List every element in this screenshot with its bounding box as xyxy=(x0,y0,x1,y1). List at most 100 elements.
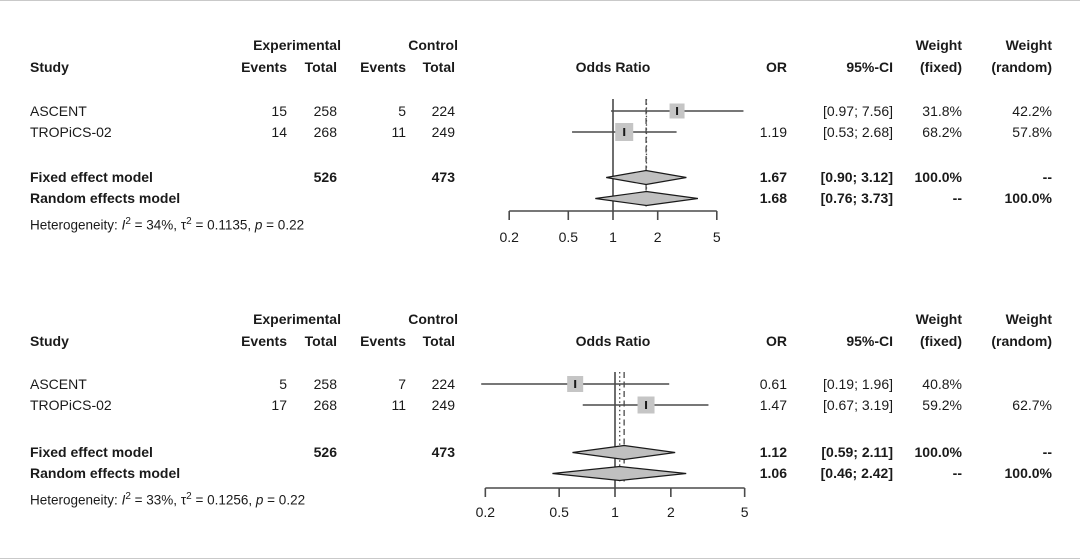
heterogeneity-note: Heterogeneity: I2 = 34%, τ2 = 0.1135, p … xyxy=(30,212,305,233)
exp-total-value: 268 xyxy=(313,124,337,140)
odds-ratio-header: Odds Ratio xyxy=(575,59,651,75)
weight-fixed-header-top: Weight xyxy=(915,311,962,327)
ci-value: [0.19; 1.96] xyxy=(822,376,893,392)
het-i-sup: 2 xyxy=(125,491,131,502)
or-column-header: OR xyxy=(766,333,787,349)
exp-total-value: 268 xyxy=(313,397,337,413)
fixed-weight-random: -- xyxy=(1042,169,1052,185)
ctl-events-value: 11 xyxy=(391,124,406,140)
het-prefix: Heterogeneity: xyxy=(30,217,122,233)
point-estimate-marker xyxy=(623,128,626,136)
ctl-events-value: 7 xyxy=(398,376,406,392)
het-tau-sup: 2 xyxy=(186,216,192,227)
ctl-events-header: Events xyxy=(360,333,406,349)
ctl-total-value: 224 xyxy=(431,376,455,392)
fixed-exp-total: 526 xyxy=(313,169,337,185)
exp-total-header: Total xyxy=(304,59,337,75)
weight-random-header-bottom: (random) xyxy=(991,333,1052,349)
exp-group-header: Experimental xyxy=(253,37,341,53)
weight-fixed-header-bottom: (fixed) xyxy=(920,333,962,349)
random-effects-diamond xyxy=(552,465,687,482)
random-effects-diamond xyxy=(595,190,698,207)
random-ci-value: [0.76; 3.73] xyxy=(820,190,893,206)
weight-fixed-value: 31.8% xyxy=(922,103,962,119)
or-value: 1.47 xyxy=(759,397,787,413)
axis-tick-label: 2 xyxy=(667,504,675,520)
study-name: TROPiCS-02 xyxy=(30,397,112,413)
axis-tick-label: 1 xyxy=(609,229,617,245)
fixed-effect-diamond xyxy=(572,444,676,461)
fixed-weight-fixed: 100.0% xyxy=(914,169,962,185)
het-prefix: Heterogeneity: xyxy=(30,492,122,508)
effect-square xyxy=(669,103,685,119)
axis-tick-label: 0.2 xyxy=(499,229,519,245)
weight-random-value: 42.2% xyxy=(1012,103,1052,119)
ci-value: [0.53; 2.68] xyxy=(822,124,893,140)
random-weight-random: 100.0% xyxy=(1004,465,1052,481)
het-tau2: = 0.1256, xyxy=(191,492,256,508)
exp-group-header: Experimental xyxy=(253,311,341,327)
study-name: ASCENT xyxy=(30,376,87,392)
het-p: p xyxy=(255,492,264,508)
het-tau-sup: 2 xyxy=(186,491,192,502)
point-estimate-marker xyxy=(574,380,577,388)
het-i: I xyxy=(121,217,126,233)
or-value: 1.19 xyxy=(759,124,787,140)
random-effects-label: Random effects model xyxy=(30,190,181,206)
fixed-effect-label: Fixed effect model xyxy=(30,444,153,460)
ctl-total-value: 249 xyxy=(431,397,455,413)
het-i2: = 33%, xyxy=(130,492,181,508)
random-weight-fixed: -- xyxy=(952,465,962,481)
het-tau: τ xyxy=(180,217,187,233)
random-weight-fixed: -- xyxy=(952,190,962,206)
or-column-header: OR xyxy=(766,59,787,75)
weight-random-header-bottom: (random) xyxy=(991,59,1052,75)
exp-events-value: 17 xyxy=(271,397,287,413)
het-p: p xyxy=(254,217,263,233)
fixed-weight-random: -- xyxy=(1042,444,1052,460)
effect-square xyxy=(637,396,655,414)
ctl-group-header: Control xyxy=(408,37,458,53)
ci-value: [0.97; 7.56] xyxy=(822,103,893,119)
odds-ratio-header: Odds Ratio xyxy=(575,333,651,349)
or-value: 0.61 xyxy=(759,376,787,392)
weight-random-header-top: Weight xyxy=(1005,37,1052,53)
ctl-total-value: 224 xyxy=(431,103,455,119)
het-tau: τ xyxy=(180,492,187,508)
weight-random-value: 57.8% xyxy=(1012,124,1052,140)
fixed-weight-fixed: 100.0% xyxy=(914,444,962,460)
weight-random-header-top: Weight xyxy=(1005,311,1052,327)
point-estimate-marker xyxy=(676,107,679,115)
random-weight-random: 100.0% xyxy=(1004,190,1052,206)
fixed-ctl-total: 473 xyxy=(431,444,455,460)
study-name: TROPiCS-02 xyxy=(30,124,112,140)
ctl-group-header: Control xyxy=(408,311,458,327)
weight-fixed-value: 59.2% xyxy=(922,397,962,413)
axis-tick-label: 5 xyxy=(713,229,721,245)
weight-fixed-value: 68.2% xyxy=(922,124,962,140)
weight-random-value: 62.7% xyxy=(1012,397,1052,413)
fixed-exp-total: 526 xyxy=(313,444,337,460)
heterogeneity-note: Heterogeneity: I2 = 33%, τ2 = 0.1256, p … xyxy=(30,487,305,508)
het-p-eq: = 0.22 xyxy=(262,217,305,233)
ctl-total-header: Total xyxy=(422,59,455,75)
study-column-header: Study xyxy=(30,333,69,349)
point-estimate-marker xyxy=(645,401,648,409)
ctl-events-value: 5 xyxy=(398,103,406,119)
exp-events-header: Events xyxy=(241,333,287,349)
axis-tick-label: 0.5 xyxy=(559,229,579,245)
ctl-total-header: Total xyxy=(422,333,455,349)
effect-square xyxy=(615,123,634,141)
ci-column-header: 95%-CI xyxy=(846,333,893,349)
ci-column-header: 95%-CI xyxy=(846,59,893,75)
weight-fixed-header-top: Weight xyxy=(915,37,962,53)
exp-events-value: 15 xyxy=(271,103,287,119)
random-or-value: 1.68 xyxy=(759,190,787,206)
fixed-ctl-total: 473 xyxy=(431,169,455,185)
random-ci-value: [0.46; 2.42] xyxy=(820,465,893,481)
axis-tick-label: 1 xyxy=(611,504,619,520)
study-column-header: Study xyxy=(30,59,69,75)
exp-events-value: 14 xyxy=(271,124,287,140)
effect-square xyxy=(567,376,584,392)
